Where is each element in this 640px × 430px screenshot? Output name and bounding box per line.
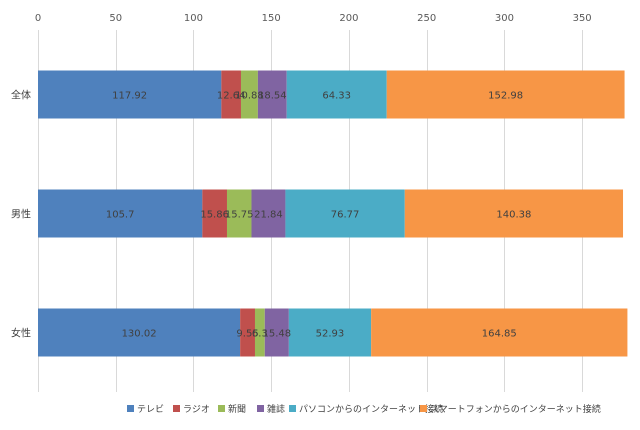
bar-segment [251, 189, 286, 238]
bar-segment [38, 189, 203, 238]
bar-segment [226, 189, 252, 238]
data-label: 9.55 [236, 329, 258, 340]
bar-segment [38, 70, 222, 119]
legend-label: スマートフォンからのインターネット接続 [430, 403, 601, 415]
bar-segment [286, 70, 387, 119]
data-label: 18.54 [258, 91, 287, 102]
bar-segment [254, 308, 265, 357]
data-label: 140.38 [496, 210, 531, 221]
bar-segment [257, 70, 287, 119]
legend-label: ラジオ [183, 404, 210, 415]
data-label: 15.75 [225, 210, 254, 221]
legend: テレビ ラジオ 新聞 雑誌 パソコンからのインターネット接続スマートフォンからのインター… [127, 403, 601, 415]
bar-segment [240, 308, 255, 357]
data-label: 76.77 [331, 210, 360, 221]
category-label: 男性 [11, 208, 31, 221]
legend-swatch [173, 405, 180, 412]
data-label: 10.88 [235, 91, 264, 102]
bar-segment [371, 308, 628, 357]
category-label: 全体 [11, 89, 31, 102]
legend-item: スマートフォンからのインターネット接続 [420, 403, 601, 415]
legend-item: 新聞 [218, 403, 246, 415]
legend-swatch [420, 405, 427, 412]
data-label: 12.64 [217, 91, 246, 102]
legend-item: パソコンからのインターネット接続 [289, 403, 443, 415]
legend-swatch [257, 405, 264, 412]
legend-label: テレビ [137, 404, 164, 415]
legend-item: テレビ [127, 404, 164, 415]
bar-segment [202, 189, 227, 238]
bar-segment [240, 70, 258, 119]
data-label: 6.3 [252, 329, 268, 340]
legend-swatch [289, 405, 296, 412]
category-label: 女性 [11, 327, 31, 340]
x-axis-ticks: 0 50 100 150 200 250 300 350 [35, 13, 592, 24]
legend-label: 新聞 [228, 403, 246, 415]
data-label: 15.86 [200, 210, 229, 221]
data-label: 105.7 [106, 210, 135, 221]
data-label: 15.48 [262, 329, 291, 340]
x-tick-label: 250 [417, 13, 436, 24]
x-tick-label: 350 [573, 13, 592, 24]
legend-swatch [218, 405, 225, 412]
x-tick-label: 300 [495, 13, 514, 24]
x-tick-label: 50 [109, 13, 122, 24]
x-tick-label: 0 [35, 13, 41, 24]
bar-segment [288, 308, 372, 357]
legend-swatch [127, 405, 134, 412]
legend-label: パソコンからのインターネット接続 [299, 403, 443, 415]
data-label: 130.02 [122, 329, 157, 340]
data-label: 117.92 [112, 91, 147, 102]
x-tick-label: 100 [184, 13, 203, 24]
bar-segment [38, 308, 241, 357]
legend-label: 雑誌 [267, 403, 285, 415]
data-label: 21.84 [254, 210, 283, 221]
x-tick-label: 200 [339, 13, 358, 24]
bar-segment [264, 308, 289, 357]
data-label: 152.98 [488, 91, 523, 102]
legend-item: 雑誌 [257, 403, 285, 415]
x-tick-label: 150 [262, 13, 281, 24]
data-label: 64.33 [322, 91, 351, 102]
bar-segment [386, 70, 625, 119]
bar-segment [404, 189, 624, 238]
bars [38, 70, 628, 357]
data-label: 52.93 [316, 329, 345, 340]
data-label: 164.85 [482, 329, 517, 340]
bar-segment [221, 70, 241, 119]
bar-segment [285, 189, 405, 238]
legend-item: ラジオ [173, 404, 210, 415]
